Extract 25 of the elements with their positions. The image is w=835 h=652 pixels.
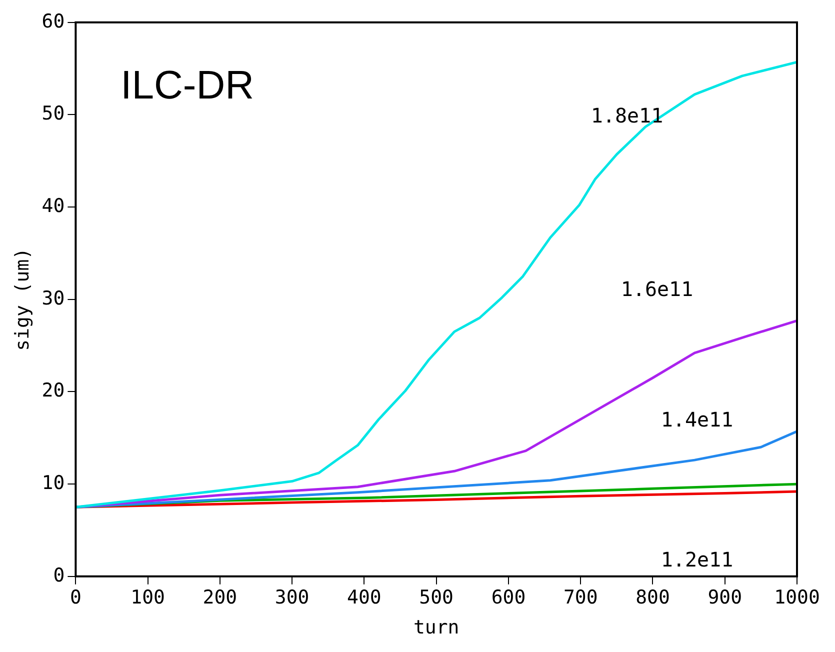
y-tick-label: 60 bbox=[42, 10, 65, 32]
y-axis-title: sigy (um) bbox=[11, 248, 34, 351]
x-tick-label: 200 bbox=[202, 586, 238, 609]
text: 1.6e11 bbox=[620, 276, 694, 301]
x-tick-label: 500 bbox=[419, 586, 454, 609]
x-tick-label: 600 bbox=[491, 586, 526, 609]
annotation: ILC-DR bbox=[120, 63, 254, 108]
x-axis-title: turn bbox=[413, 616, 460, 639]
series-label: 1.4e11 bbox=[660, 408, 734, 432]
x-tick-label: 1000 bbox=[774, 586, 820, 609]
y-tick-label: 50 bbox=[42, 102, 65, 125]
x-tick-label: 400 bbox=[347, 586, 382, 609]
y-tick-label: 30 bbox=[42, 287, 65, 310]
x-tick-label: 300 bbox=[274, 586, 310, 609]
text: 1.2e11 bbox=[660, 548, 734, 572]
x-tick-label: 100 bbox=[130, 586, 165, 609]
y-tick-label: 10 bbox=[42, 472, 65, 494]
x-tick-label: 700 bbox=[563, 586, 598, 609]
series-label: 1.8e11 bbox=[590, 103, 664, 128]
x-tick-label: 900 bbox=[708, 586, 742, 609]
y-tick-label: 40 bbox=[42, 195, 65, 218]
x-tick-label: 800 bbox=[636, 586, 670, 609]
y-tick-label: 0 bbox=[53, 564, 65, 586]
y-tick-label: 20 bbox=[42, 380, 65, 402]
x-tick-label: 0 bbox=[70, 586, 82, 609]
